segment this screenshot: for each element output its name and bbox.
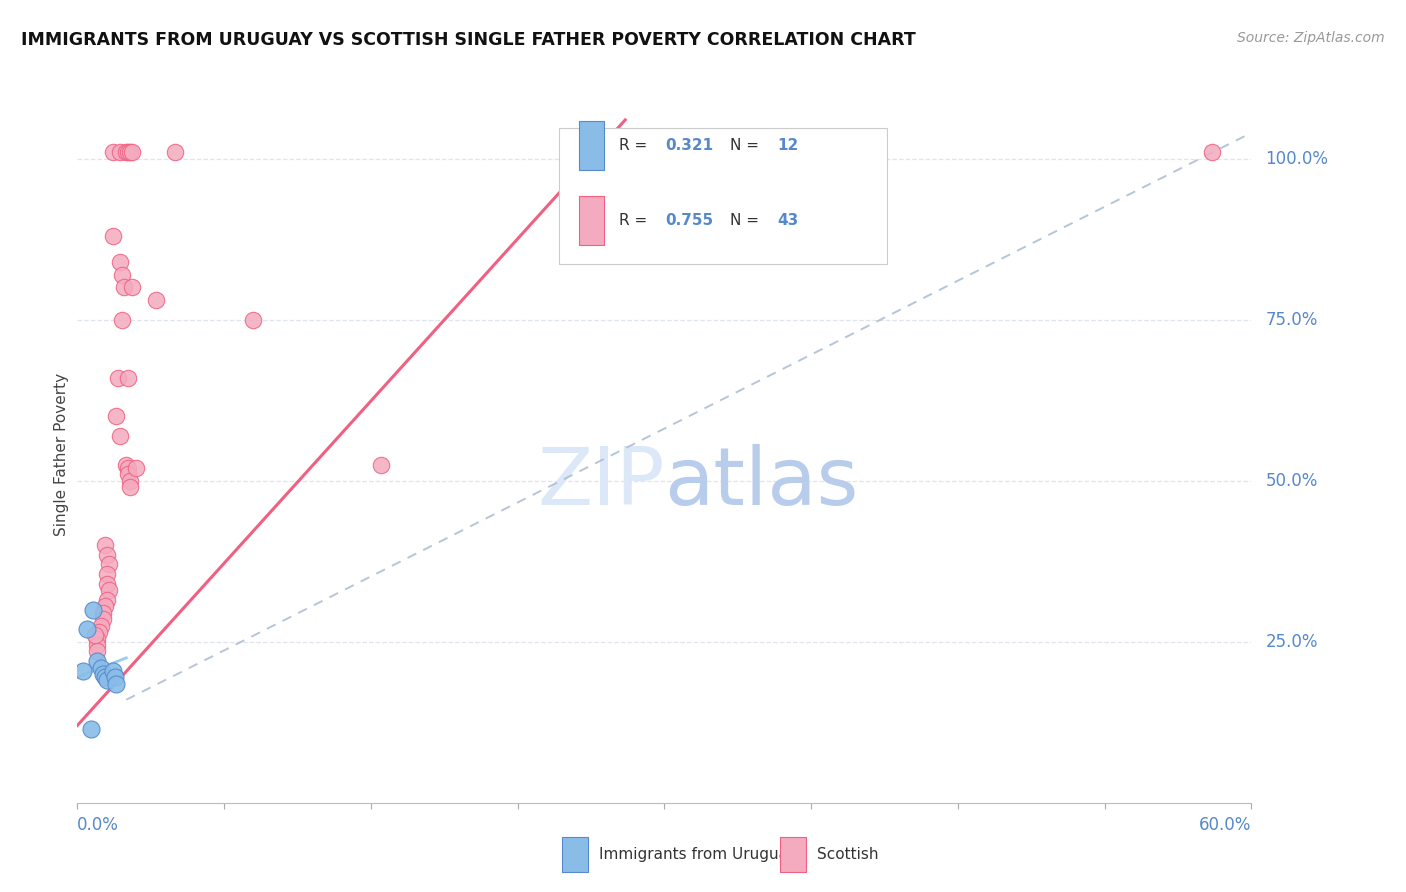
- Y-axis label: Single Father Poverty: Single Father Poverty: [53, 374, 69, 536]
- Point: [80, 722, 103, 736]
- Point: [91, 667, 114, 681]
- Point: [115, 458, 138, 472]
- Point: [117, 145, 139, 160]
- Text: 50.0%: 50.0%: [1265, 472, 1317, 490]
- Text: atlas: atlas: [665, 443, 859, 522]
- Point: [96, 673, 118, 688]
- Point: [111, 312, 134, 326]
- Point: [101, 664, 124, 678]
- Point: [97, 558, 120, 572]
- Point: [117, 467, 139, 482]
- Point: [120, 474, 142, 488]
- Point: [105, 676, 128, 690]
- Point: [96, 567, 118, 582]
- Point: [96, 548, 118, 562]
- Point: [82, 602, 104, 616]
- Point: [165, 145, 187, 160]
- Point: [96, 592, 118, 607]
- Point: [103, 670, 125, 684]
- Point: [115, 145, 138, 160]
- Point: [112, 280, 135, 294]
- Point: [86, 644, 108, 658]
- Point: [93, 599, 115, 614]
- Text: 43: 43: [778, 213, 799, 228]
- Text: R =: R =: [619, 213, 651, 228]
- Point: [93, 670, 115, 684]
- Point: [90, 618, 112, 632]
- Point: [125, 460, 148, 475]
- FancyBboxPatch shape: [579, 196, 605, 244]
- Point: [87, 625, 110, 640]
- FancyBboxPatch shape: [579, 121, 605, 169]
- Point: [76, 622, 98, 636]
- Text: IMMIGRANTS FROM URUGUAY VS SCOTTISH SINGLE FATHER POVERTY CORRELATION CHART: IMMIGRANTS FROM URUGUAY VS SCOTTISH SING…: [21, 31, 915, 49]
- Text: Scottish: Scottish: [817, 847, 879, 862]
- Point: [110, 145, 132, 160]
- Text: R =: R =: [619, 137, 651, 153]
- Point: [242, 312, 264, 326]
- Point: [96, 576, 118, 591]
- Text: N =: N =: [730, 137, 763, 153]
- Point: [120, 145, 142, 160]
- Point: [86, 654, 108, 668]
- Point: [1201, 145, 1223, 160]
- Point: [86, 638, 108, 652]
- Text: 0.0%: 0.0%: [77, 816, 120, 834]
- Point: [105, 409, 128, 424]
- Text: Source: ZipAtlas.com: Source: ZipAtlas.com: [1237, 31, 1385, 45]
- Point: [145, 293, 167, 308]
- Point: [110, 428, 132, 442]
- FancyBboxPatch shape: [558, 128, 887, 263]
- Text: 25.0%: 25.0%: [1265, 632, 1317, 651]
- Text: 75.0%: 75.0%: [1265, 310, 1317, 328]
- Point: [117, 370, 139, 384]
- Text: N =: N =: [730, 213, 763, 228]
- Point: [97, 583, 120, 598]
- Point: [107, 370, 129, 384]
- Point: [84, 628, 107, 642]
- Point: [117, 460, 139, 475]
- Point: [91, 606, 114, 620]
- Point: [72, 664, 94, 678]
- Point: [91, 612, 114, 626]
- Text: 100.0%: 100.0%: [1265, 150, 1329, 168]
- Text: 12: 12: [778, 137, 799, 153]
- Text: Immigrants from Uruguay: Immigrants from Uruguay: [599, 847, 797, 862]
- Point: [370, 458, 392, 472]
- Text: 0.321: 0.321: [665, 137, 714, 153]
- Point: [120, 480, 142, 494]
- Point: [101, 228, 124, 243]
- Point: [93, 538, 115, 552]
- Point: [111, 268, 134, 282]
- Point: [101, 145, 124, 160]
- Point: [121, 145, 143, 160]
- Point: [110, 254, 132, 268]
- Point: [90, 660, 112, 674]
- Text: ZIP: ZIP: [537, 443, 665, 522]
- Text: 0.755: 0.755: [665, 213, 714, 228]
- Point: [86, 632, 108, 646]
- Point: [121, 280, 143, 294]
- Text: 60.0%: 60.0%: [1199, 816, 1251, 834]
